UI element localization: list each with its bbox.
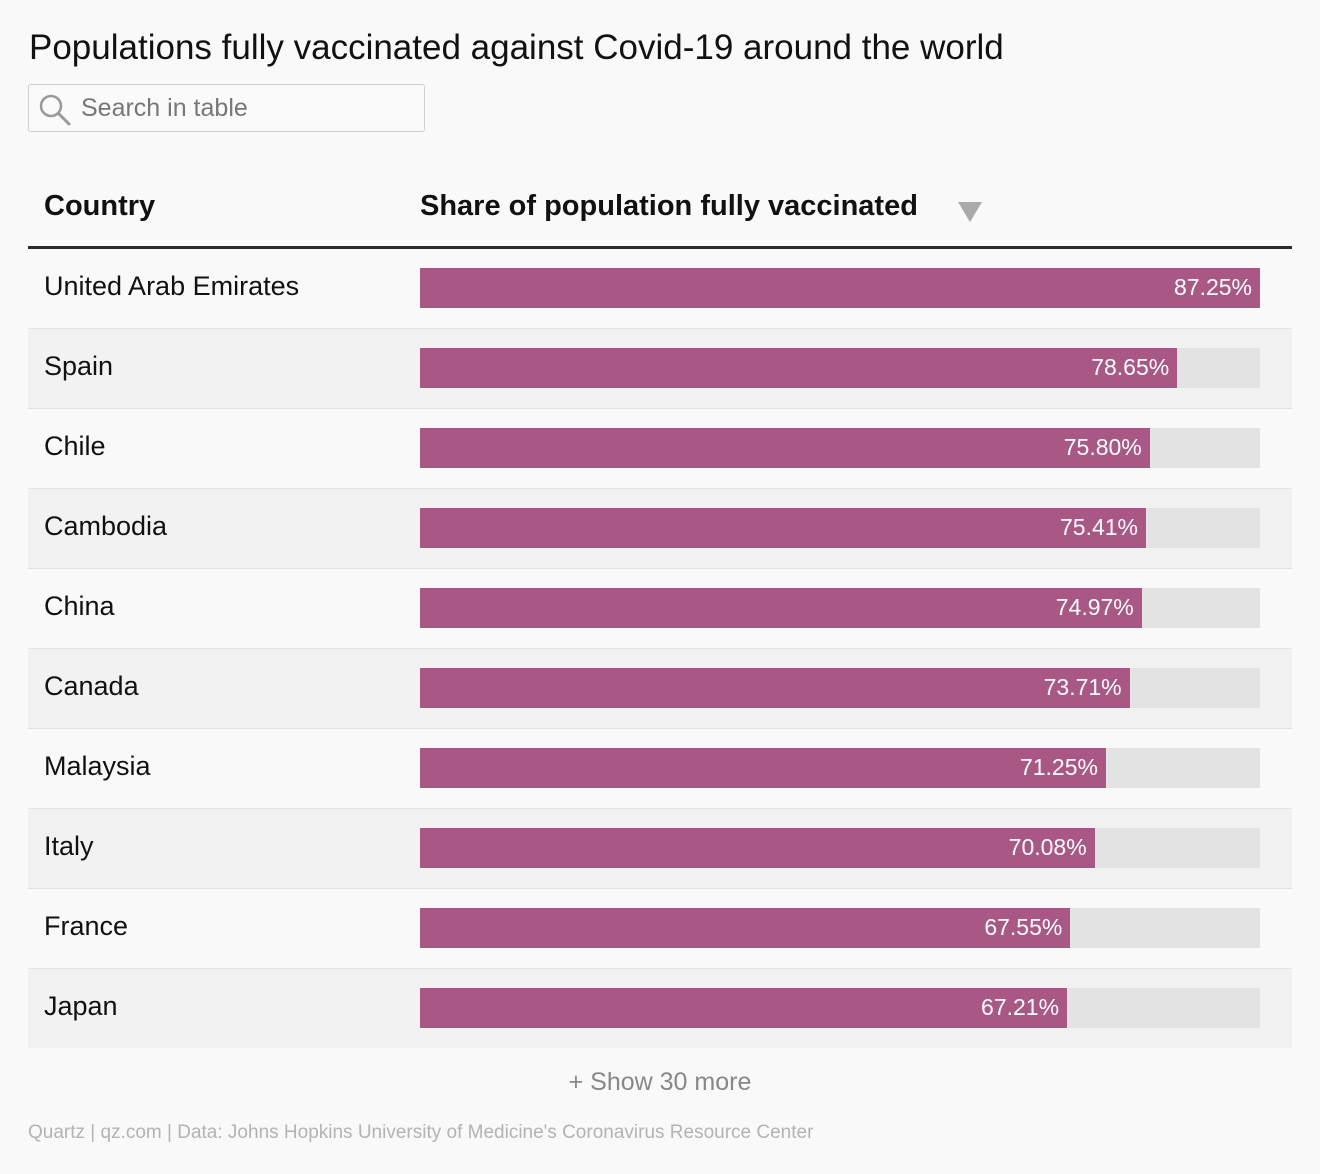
search-icon (39, 94, 71, 126)
chart-title: Populations fully vaccinated against Cov… (29, 28, 1004, 67)
bar-value-label: 87.25% (1173, 274, 1252, 300)
table-row: China 74.97% (28, 569, 1292, 649)
column-header-share[interactable]: Share of population fully vaccinated (420, 190, 918, 222)
table-row: Cambodia 75.41% (28, 489, 1292, 569)
bar: 74.97% (420, 588, 1142, 628)
bar-value-label: 67.21% (981, 994, 1060, 1020)
country-name: China (44, 591, 115, 621)
bar: 67.21% (420, 988, 1068, 1028)
bar: 70.08% (420, 828, 1095, 868)
bar-value-label: 71.25% (1019, 754, 1098, 780)
table-row: Japan 67.21% (28, 969, 1292, 1048)
bar-track: 67.55% (420, 908, 1260, 948)
bar-value-label: 74.97% (1055, 594, 1134, 620)
bar-value-label: 78.65% (1091, 354, 1170, 380)
table-row: France 67.55% (28, 889, 1292, 969)
country-name: France (44, 911, 129, 941)
bar: 73.71% (420, 668, 1130, 708)
country-name: Malaysia (44, 751, 151, 781)
bar-value-label: 70.08% (1008, 834, 1087, 860)
country-name: Japan (44, 991, 118, 1021)
bar: 87.25% (420, 268, 1260, 308)
table-row: Italy 70.08% (28, 809, 1292, 889)
bar: 75.41% (420, 508, 1146, 548)
country-name: Italy (44, 831, 94, 861)
table-row: Spain 78.65% (28, 329, 1292, 409)
bar-track: 78.65% (420, 348, 1260, 388)
show-more-button[interactable]: + Show 30 more (568, 1068, 752, 1096)
bar-value-label: 73.71% (1043, 674, 1122, 700)
bar-track: 75.80% (420, 428, 1260, 468)
search-input[interactable] (81, 87, 416, 129)
bar-track: 71.25% (420, 748, 1260, 788)
bar-value-label: 75.41% (1059, 514, 1138, 540)
table-row: Chile 75.80% (28, 409, 1292, 489)
column-header-country[interactable]: Country (44, 190, 156, 222)
country-name: Spain (44, 351, 114, 381)
table-row: Malaysia 71.25% (28, 729, 1292, 809)
bar-track: 67.21% (420, 988, 1260, 1028)
table-row: Canada 73.71% (28, 649, 1292, 729)
bar-track: 75.41% (420, 508, 1260, 548)
bar: 78.65% (420, 348, 1178, 388)
triangle-down-icon[interactable] (958, 202, 982, 222)
country-name: United Arab Emirates (44, 271, 300, 301)
country-name: Cambodia (44, 511, 168, 541)
table-body: United Arab Emirates 87.25% Spain 78.65% Chi… (28, 249, 1292, 1048)
search-box[interactable] (28, 84, 425, 132)
source-footer: Quartz | qz.com | Data: Johns Hopkins Un… (28, 1122, 814, 1143)
bar-value-label: 67.55% (984, 914, 1063, 940)
bar: 67.55% (420, 908, 1071, 948)
country-name: Canada (44, 671, 139, 701)
bar-value-label: 75.80% (1063, 434, 1142, 460)
table-row: United Arab Emirates 87.25% (28, 249, 1292, 329)
bar-track: 87.25% (420, 268, 1260, 308)
bar-track: 74.97% (420, 588, 1260, 628)
bar: 75.80% (420, 428, 1150, 468)
country-name: Chile (44, 431, 106, 461)
table-header: Country Share of population fully vaccin… (28, 170, 1292, 249)
bar: 71.25% (420, 748, 1106, 788)
bar-track: 73.71% (420, 668, 1260, 708)
bar-track: 70.08% (420, 828, 1260, 868)
